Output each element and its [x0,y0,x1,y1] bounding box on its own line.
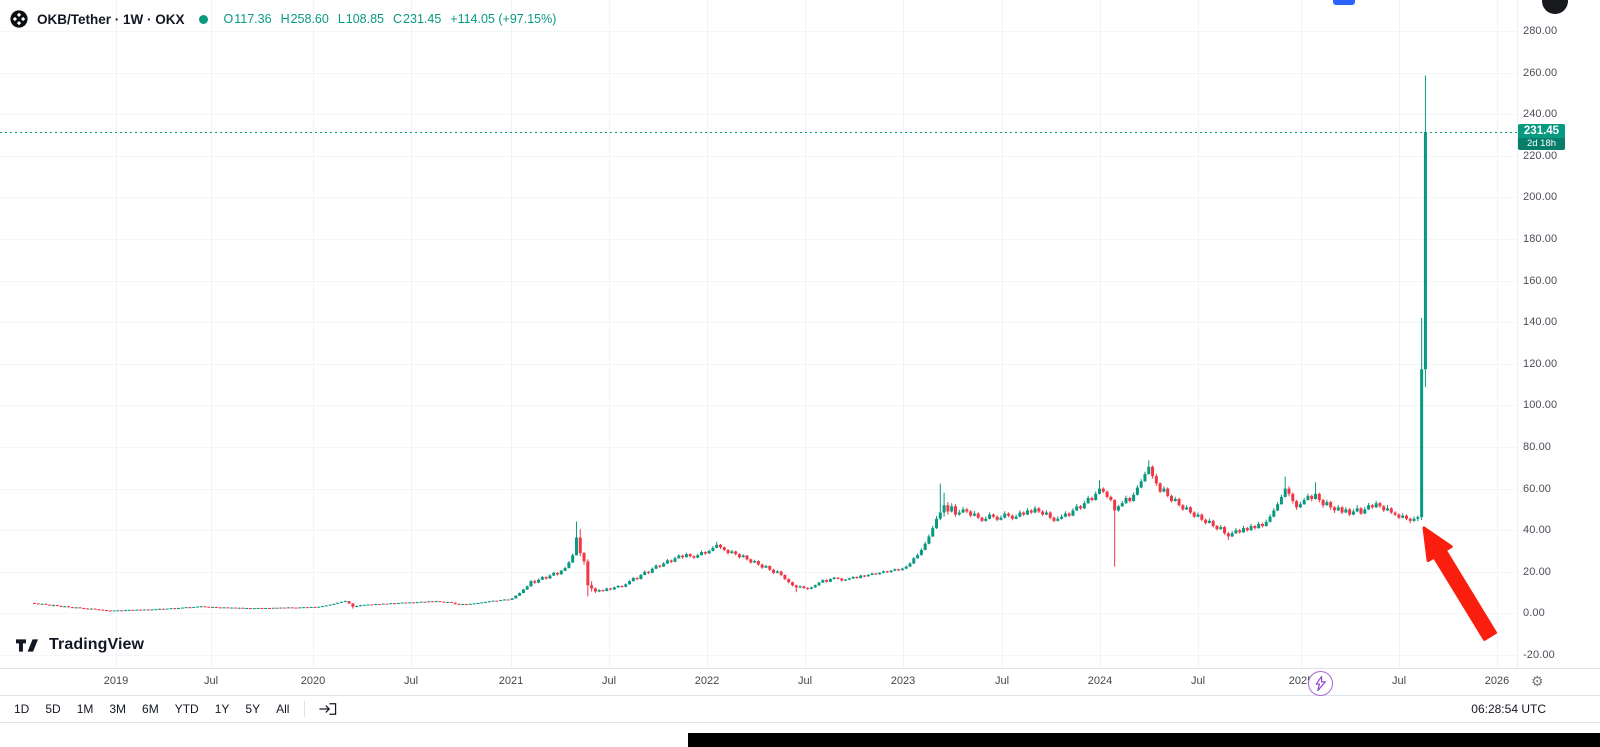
low-value: 108.85 [345,12,385,26]
time-tick-label: 2023 [890,675,916,687]
time-tick-label: Jul [601,675,617,687]
toolbar-divider [304,701,306,717]
time-tick-label: 2022 [694,675,720,687]
screen-artifact-bottom-bar [688,733,1600,747]
time-tick-label: 2026 [1484,675,1510,687]
price-tick-label: 200.00 [1523,191,1558,204]
price-tick-label: 120.00 [1523,357,1558,370]
price-axis[interactable]: 231.45 2d 18h 280.00 260.00 240.00 220.00 20… [1517,0,1600,668]
price-tick-label: 100.00 [1523,399,1558,412]
candles [33,75,1427,612]
last-price-label: 231.45 2d 18h [1518,123,1565,150]
low-label: L [337,12,345,26]
tradingview-logo-text: TradingView [49,636,145,653]
range-button-1m[interactable]: 1M [71,700,100,718]
bottom-toolbar: 1D 5D 1M 3M 6M YTD 1Y 5Y All 06:28:54 UTC [0,695,1600,723]
range-buttons: 1D 5D 1M 3M 6M YTD 1Y 5Y All [8,700,295,718]
change-value: +114.05 (+97.15%) [450,12,557,26]
okb-logo-icon [10,10,28,28]
time-tick-label: 2021 [498,675,524,687]
time-axis[interactable]: ⚙ 2019 Jul 2020 Jul 2021 Jul 2022 Jul 2023 Jul 202… [0,668,1600,696]
range-button-6m[interactable]: 6M [136,700,165,718]
price-tick-label: 220.00 [1523,149,1558,162]
price-tick-label: -20.00 [1523,649,1555,661]
range-button-3m[interactable]: 3M [103,700,132,718]
price-tick-label: 40.00 [1523,524,1552,537]
range-button-ytd[interactable]: YTD [169,700,205,718]
time-tick-label: 2020 [300,675,326,687]
tradingview-attribution[interactable]: TradingView [16,636,144,654]
go-to-date-button[interactable] [314,700,341,718]
market-status-dot[interactable] [198,14,208,24]
close-value: 231.45 [403,12,442,26]
red-arrow-annotation [1422,526,1497,641]
chart-pane[interactable]: OKB/Tether · 1W · OKX O117.36 H258.60 L1… [0,0,1517,668]
bar-countdown: 2d 18h [1518,137,1565,150]
price-tick-label: 80.00 [1523,441,1552,453]
screen-artifact-top-right [1542,0,1568,14]
price-tick-label: 0.00 [1523,607,1545,620]
price-tick-label: 160.00 [1523,274,1558,287]
open-label: O [223,12,234,26]
symbol-legend: OKB/Tether · 1W · OKX O117.36 H258.60 L1… [10,10,556,28]
price-tick-label: 60.00 [1523,482,1552,495]
symbol-title[interactable]: OKB/Tether · 1W · OKX [37,11,185,27]
price-tick-label: 140.00 [1523,316,1558,329]
time-tick-label: 2025 [1288,675,1314,687]
price-tick-label: 20.00 [1523,565,1552,578]
range-button-all[interactable]: All [270,700,295,718]
open-value: 117.36 [234,12,272,26]
range-button-1d[interactable]: 1D [8,700,35,718]
screen-artifact-top [1333,0,1355,5]
time-tick-label: Jul [203,675,219,687]
time-tick-label: Jul [403,675,419,687]
time-tick-label: Jul [1391,675,1407,687]
lightning-button[interactable] [1308,671,1333,696]
gridlines [0,0,1517,668]
high-value: 258.60 [290,12,329,26]
clock[interactable]: 06:28:54 UTC [1465,701,1552,717]
lightning-icon [1314,676,1327,691]
time-tick-label: Jul [1190,675,1206,687]
range-button-5y[interactable]: 5Y [239,700,266,718]
price-tick-label: 180.00 [1523,233,1558,245]
range-button-5d[interactable]: 5D [39,700,66,718]
tradingview-logo-icon [16,638,42,653]
time-tick-label: 2019 [103,675,129,687]
last-price-value: 231.45 [1518,123,1565,138]
time-tick-label: Jul [994,675,1010,687]
go-to-date-icon [318,702,337,716]
close-label: C [393,12,403,26]
time-tick-label: 2024 [1087,675,1113,687]
price-tick-label: 280.00 [1523,25,1558,37]
gear-icon[interactable]: ⚙ [1531,673,1544,689]
price-tick-label: 260.00 [1523,66,1558,79]
ohlc-values: O117.36 H258.60 L108.85 C231.45 +114.05 … [224,12,557,26]
time-tick-label: Jul [797,675,813,687]
candlestick-chart[interactable] [0,0,1517,668]
range-button-1y[interactable]: 1Y [209,700,236,718]
price-tick-label: 240.00 [1523,108,1558,121]
high-label: H [280,12,290,26]
